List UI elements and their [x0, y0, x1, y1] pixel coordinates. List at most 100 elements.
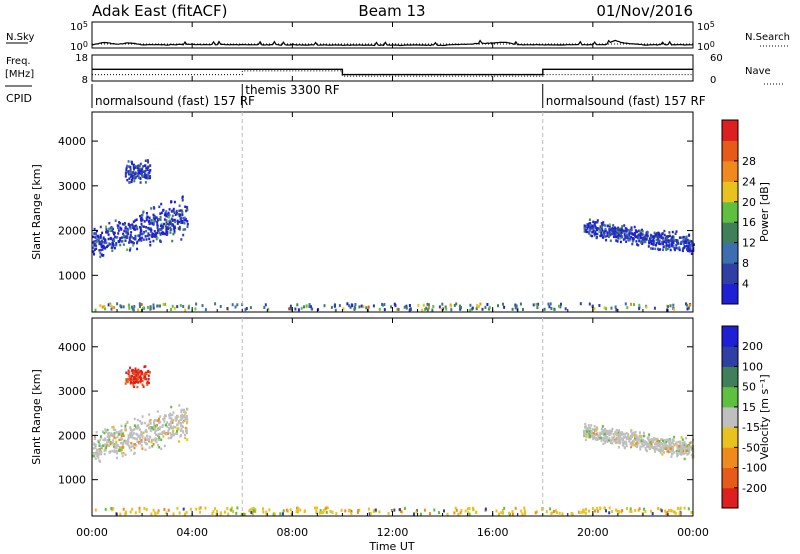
colorbar-swatch	[722, 406, 738, 428]
range-gate-cell	[182, 305, 185, 308]
range-gate-cell	[608, 223, 611, 226]
power-ylabel: Slant Range [km]	[30, 164, 43, 260]
colorbar-tick-label: 20	[742, 196, 756, 209]
range-gate-cell	[117, 232, 120, 235]
range-gate-cell	[134, 377, 136, 380]
range-gate-cell	[130, 449, 133, 452]
range-gate-cell	[686, 444, 689, 447]
range-gate-cell	[98, 453, 100, 456]
range-gate-cell	[670, 441, 673, 445]
range-gate-cell	[591, 224, 594, 228]
range-gate-cell	[330, 305, 333, 309]
range-gate-cell	[140, 169, 143, 172]
range-gate-cell	[586, 432, 589, 435]
range-gate-cell	[93, 253, 95, 256]
range-gate-cell	[502, 511, 505, 515]
range-gate-cell	[152, 425, 155, 429]
range-gate-cell	[651, 247, 654, 250]
range-gate-cell	[626, 306, 629, 310]
range-gate-cell	[632, 440, 635, 444]
range-gate-cell	[124, 453, 127, 456]
range-gate-cell	[682, 235, 685, 239]
range-gate-cell	[128, 371, 131, 374]
range-gate-cell	[94, 236, 97, 239]
range-gate-cell	[599, 433, 602, 437]
range-gate-cell	[118, 438, 121, 442]
range-gate-cell	[134, 381, 137, 384]
range-gate-cell	[95, 451, 98, 454]
range-gate-cell	[685, 240, 687, 244]
range-gate-cell	[248, 509, 251, 513]
range-gate-cell	[119, 449, 122, 452]
range-gate-cell	[145, 372, 148, 376]
range-gate-cell	[263, 306, 266, 309]
range-gate-cell	[585, 507, 587, 511]
range-gate-cell	[96, 238, 99, 241]
range-gate-cell	[615, 441, 618, 445]
range-gate-cell	[676, 454, 679, 458]
range-gate-cell	[662, 245, 665, 249]
range-gate-cell	[127, 443, 130, 446]
range-gate-cell	[678, 236, 681, 239]
range-gate-cell	[610, 306, 613, 310]
range-gate-cell	[155, 232, 158, 235]
range-gate-cell	[138, 234, 141, 237]
range-gate-cell	[611, 427, 614, 431]
range-gate-cell	[160, 211, 163, 215]
range-gate-cell	[584, 225, 587, 228]
range-gate-cell	[171, 429, 174, 433]
range-gate-cell	[481, 307, 484, 311]
range-gate-cell	[174, 416, 177, 419]
range-gate-cell	[488, 305, 491, 309]
range-gate-cell	[595, 427, 598, 431]
range-gate-cell	[179, 418, 182, 422]
range-gate-cell	[678, 246, 681, 249]
range-gate-cell	[652, 440, 654, 444]
range-gate-cell	[173, 231, 176, 234]
range-gate-cell	[554, 509, 557, 513]
range-tick-label: 2000	[58, 429, 86, 442]
range-gate-cell	[586, 430, 588, 433]
range-gate-cell	[186, 205, 189, 209]
range-gate-cell	[514, 306, 517, 310]
range-gate-cell	[640, 439, 643, 442]
range-gate-cell	[640, 436, 643, 440]
range-gate-cell	[630, 442, 633, 445]
range-gate-cell	[340, 508, 343, 512]
range-gate-cell	[129, 376, 132, 379]
range-gate-cell	[593, 425, 596, 428]
range-gate-cell	[681, 249, 684, 253]
range-gate-cell	[184, 512, 186, 516]
range-gate-cell	[618, 510, 621, 514]
range-gate-cell	[212, 510, 215, 513]
range-gate-cell	[626, 436, 629, 439]
range-gate-cell	[631, 238, 634, 241]
range-gate-cell	[403, 305, 406, 309]
range-gate-cell	[616, 509, 619, 513]
range-gate-cell	[608, 228, 611, 231]
range-gate-cell	[186, 208, 189, 212]
range-tick-label: 3000	[58, 180, 86, 193]
range-gate-cell	[123, 229, 126, 233]
range-gate-cell	[102, 237, 105, 240]
range-gate-cell	[168, 223, 170, 226]
range-gate-cell	[666, 247, 669, 250]
range-gate-cell	[600, 234, 603, 237]
range-gate-cell	[136, 174, 139, 178]
range-gate-cell	[667, 509, 670, 512]
range-gate-cell	[149, 307, 152, 311]
range-gate-cell	[595, 433, 598, 436]
range-gate-cell	[148, 237, 151, 241]
range-gate-cell	[598, 230, 601, 233]
range-gate-cell	[162, 232, 164, 236]
range-gate-cell	[139, 379, 142, 383]
range-gate-cell	[427, 306, 430, 310]
range-gate-cell	[354, 303, 357, 306]
range-gate-cell	[148, 420, 151, 423]
range-gate-cell	[600, 222, 603, 225]
range-gate-cell	[606, 231, 609, 235]
range-gate-cell	[262, 510, 265, 514]
range-gate-cell	[105, 241, 108, 245]
range-gate-cell	[636, 435, 639, 439]
